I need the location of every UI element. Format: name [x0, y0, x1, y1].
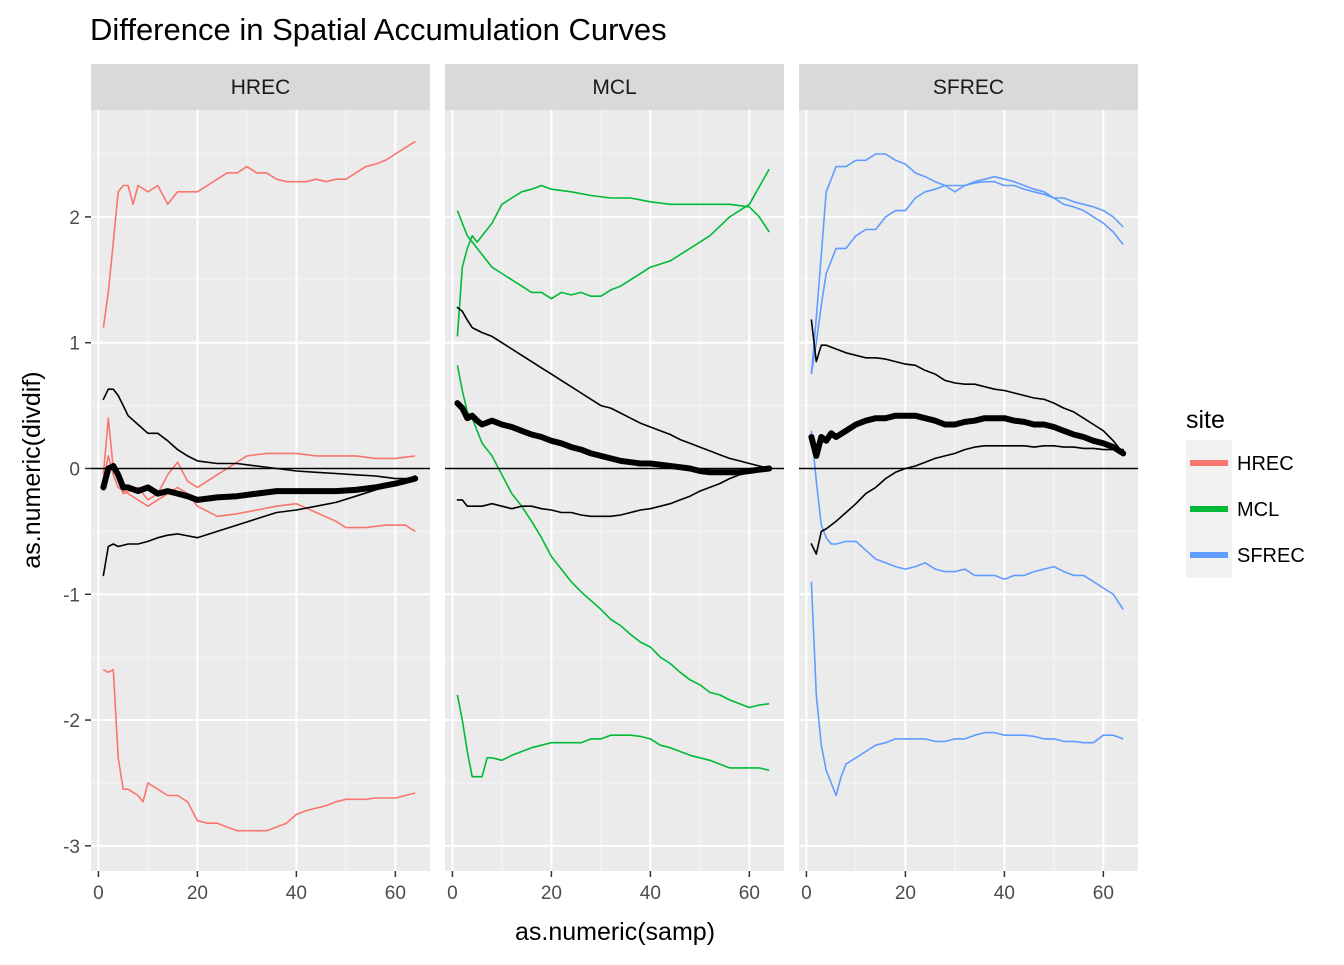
y-axis-title: as.numeric(divdif) — [18, 371, 46, 568]
series-line-mcl-2 — [456, 168, 770, 300]
envelope-line-hrec-1 — [102, 388, 416, 480]
legend-items: HREC MCL SFREC — [1186, 440, 1305, 578]
mean-difference-line-hrec-3 — [100, 463, 419, 503]
strip-label-sfrec: SFREC — [933, 76, 1004, 99]
panel-sfrec: SFREC 0 20 40 60 — [799, 64, 1138, 904]
series-line-hrec-3 — [102, 455, 416, 533]
strip-hrec — [91, 64, 430, 110]
chart-title: Difference in Spatial Accumulation Curve… — [90, 12, 667, 47]
series-line-sfrec-3 — [810, 430, 1124, 610]
y-tick-label: -3 — [63, 837, 80, 858]
strip-label-hrec: HREC — [231, 76, 291, 99]
strip-sfrec — [799, 64, 1138, 110]
legend: site HREC MCL SFREC — [1186, 406, 1305, 578]
x-tick-label: 20 — [895, 883, 916, 904]
y-tick-label: 1 — [69, 334, 80, 355]
x-tick-label: 0 — [93, 883, 104, 904]
strip-mcl — [445, 64, 784, 110]
x-tick-label: 0 — [447, 883, 458, 904]
panel-background-sfrec — [799, 110, 1138, 871]
y-tick-label: -2 — [63, 711, 80, 732]
envelope-line-mcl-1 — [456, 306, 770, 470]
y-tick-label: -1 — [63, 585, 80, 606]
series-line-mcl-3 — [456, 365, 770, 709]
envelope-line-sfrec-1 — [810, 319, 1124, 455]
series-line-mcl-1 — [456, 184, 770, 337]
panel-background-mcl — [445, 110, 784, 871]
y-tick-label: 2 — [69, 208, 80, 229]
y-axis: -3 -2 -1 0 1 2 — [63, 208, 91, 858]
series-line-sfrec-4 — [810, 581, 1124, 797]
series-line-hrec-4 — [103, 668, 416, 832]
x-tick-label: 0 — [801, 883, 812, 904]
x-tick-label: 40 — [286, 883, 307, 904]
panel-mcl: MCL 0 20 40 60 — [445, 64, 784, 904]
legend-title: site — [1186, 406, 1225, 434]
legend-label-mcl: MCL — [1237, 499, 1279, 521]
x-tick-label: 20 — [541, 883, 562, 904]
envelope-line-mcl-2 — [456, 467, 770, 518]
x-tick-label: 60 — [385, 883, 406, 904]
legend-label-sfrec: SFREC — [1237, 545, 1305, 567]
envelope-line-sfrec-2 — [810, 445, 1124, 555]
legend-label-hrec: HREC — [1237, 453, 1294, 475]
x-tick-label: 40 — [640, 883, 661, 904]
panel-hrec: HREC 0 20 40 60 — [91, 64, 430, 904]
x-axis-title: as.numeric(samp) — [515, 918, 715, 946]
facet-panels: HREC 0 20 40 60 MCL 0 20 40 60 SFREC 0 20 40 60 -3 -2 -1 0… — [63, 64, 1138, 904]
series-line-mcl-4 — [456, 694, 770, 778]
mean-difference-line-sfrec-3 — [808, 412, 1127, 459]
strip-label-mcl: MCL — [592, 76, 636, 99]
series-line-hrec-1 — [102, 140, 416, 328]
series-line-sfrec-2 — [810, 175, 1124, 375]
x-tick-label: 60 — [739, 883, 760, 904]
series-line-sfrec-1 — [810, 153, 1124, 375]
x-tick-label: 20 — [187, 883, 208, 904]
mean-difference-line-mcl-3 — [454, 400, 773, 476]
x-tick-label: 60 — [1093, 883, 1114, 904]
x-tick-label: 40 — [994, 883, 1015, 904]
envelope-line-hrec-2 — [102, 475, 416, 577]
y-tick-label: 0 — [69, 459, 80, 480]
